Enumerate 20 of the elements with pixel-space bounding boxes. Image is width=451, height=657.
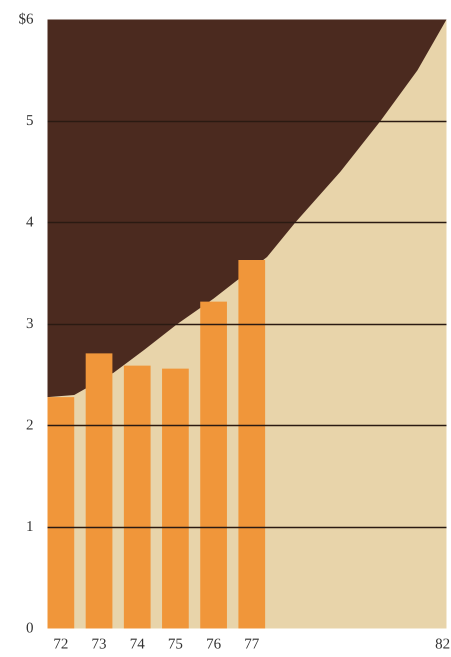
bar [48, 397, 74, 628]
y-tick-label: $6 [18, 12, 34, 28]
y-tick-label: 4 [26, 214, 34, 230]
y-tick-label: 3 [26, 316, 34, 332]
x-tick-label: 73 [92, 636, 107, 652]
bar [238, 260, 266, 628]
bar [200, 302, 227, 628]
x-tick-label: 74 [130, 636, 146, 652]
x-tick-label: 76 [206, 636, 222, 652]
bar [162, 368, 189, 628]
y-tick-label: 5 [26, 113, 34, 129]
y-tick-label: 2 [26, 418, 34, 434]
x-tick-label: 82 [435, 636, 450, 652]
x-tick-label: 77 [244, 636, 260, 652]
bar [124, 366, 151, 628]
y-tick-label: 0 [26, 620, 34, 636]
y-tick-label: 1 [26, 519, 34, 535]
x-tick-label: 75 [168, 636, 183, 652]
bar [86, 353, 112, 628]
x-tick-label: 72 [53, 636, 68, 652]
